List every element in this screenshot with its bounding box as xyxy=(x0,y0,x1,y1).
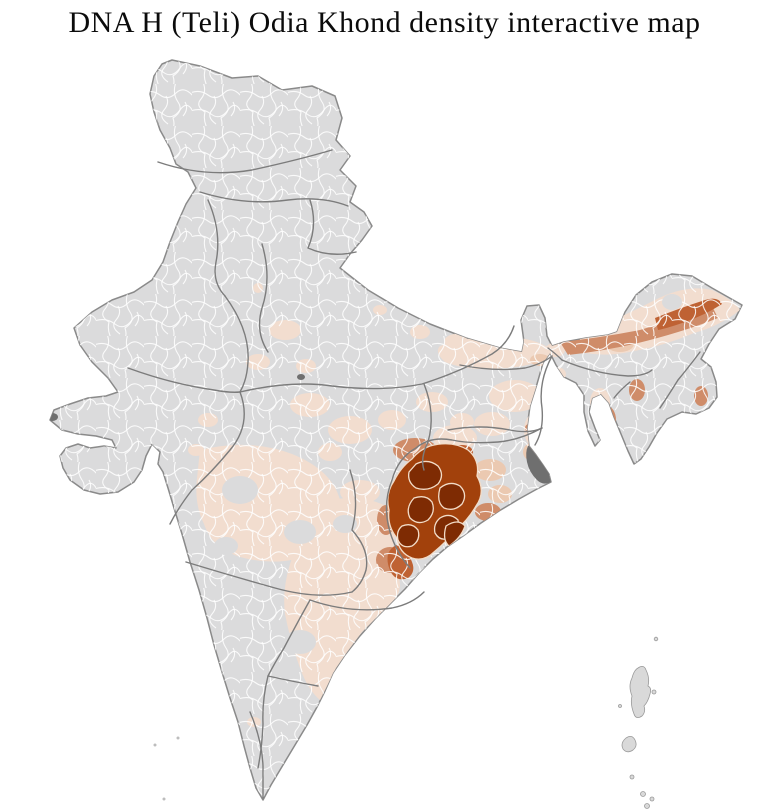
density-highest-districts[interactable] xyxy=(396,460,466,548)
island xyxy=(153,743,157,747)
page-title: DNA H (Teli) Odia Khond density interact… xyxy=(68,6,701,39)
district-region xyxy=(337,695,353,705)
island xyxy=(621,736,637,753)
district-region xyxy=(408,460,443,490)
district-region xyxy=(474,314,490,326)
island xyxy=(162,797,166,801)
island xyxy=(618,704,622,708)
island xyxy=(176,736,180,740)
district-region xyxy=(443,521,466,547)
district-region xyxy=(407,496,434,524)
kutch-west-patch xyxy=(50,413,58,421)
district-region xyxy=(173,587,185,597)
island xyxy=(640,791,646,797)
daman-patch xyxy=(158,509,164,515)
district-region xyxy=(356,635,384,655)
district-region xyxy=(395,598,417,630)
district-borders-mesh xyxy=(50,60,742,800)
district-region xyxy=(438,482,466,510)
island xyxy=(629,666,652,718)
island xyxy=(653,636,659,642)
island xyxy=(651,689,657,695)
district-region xyxy=(396,524,420,548)
pondicherry-patch xyxy=(320,710,324,714)
kerala-coast-patch xyxy=(241,758,245,768)
no-data-patches xyxy=(214,294,682,654)
island xyxy=(629,774,635,780)
lakshadweep-islands[interactable] xyxy=(153,736,180,801)
island xyxy=(644,803,650,809)
island xyxy=(649,796,655,802)
andaman-nicobar-islands[interactable] xyxy=(618,636,659,809)
state-borders xyxy=(127,149,701,799)
bhopal-patch xyxy=(297,374,305,380)
